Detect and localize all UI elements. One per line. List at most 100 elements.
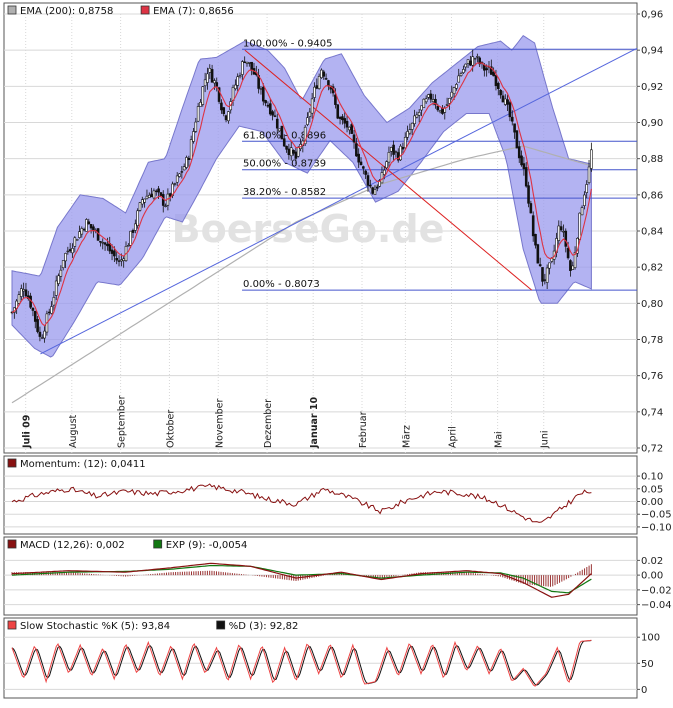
candle-body	[85, 219, 88, 232]
candle-body	[375, 186, 379, 189]
candle-body	[394, 151, 398, 153]
candle-body	[157, 188, 160, 193]
candle-body	[501, 95, 505, 103]
candle-body	[471, 56, 474, 66]
candle-body	[469, 60, 472, 66]
candle-body	[289, 147, 293, 157]
candle-body	[280, 125, 284, 140]
candle-body	[306, 117, 309, 125]
candle-body	[573, 252, 577, 268]
candle-body	[71, 248, 74, 254]
candle-body	[531, 215, 535, 237]
support-trendline	[40, 47, 638, 355]
candle-body	[387, 152, 391, 163]
candle-body	[38, 331, 42, 337]
candle-body	[64, 253, 67, 262]
candle-body	[566, 248, 570, 259]
candle-body	[127, 245, 130, 247]
momentum-line	[11, 483, 592, 523]
candle-body	[248, 62, 251, 64]
candle-body	[26, 295, 30, 299]
candle-body	[308, 111, 312, 117]
candle-body	[159, 192, 163, 196]
candle-body	[87, 221, 91, 225]
candle-body	[348, 126, 351, 131]
month-label: September	[117, 395, 128, 448]
candle-body	[569, 260, 572, 271]
candle-body	[464, 63, 468, 68]
candle-body	[143, 198, 146, 203]
candle-body	[222, 107, 226, 115]
stochastic-legend: Slow Stochastic %K (5): 93,84 %D (3): 92,…	[7, 620, 298, 632]
candle-body	[373, 189, 377, 195]
candle-body	[273, 115, 277, 117]
price-legend-swatch	[7, 5, 17, 15]
fibonacci-label: 38.20% - 0.8582	[243, 187, 326, 198]
candle-body	[543, 279, 547, 281]
macd-tick-label: 0.00	[641, 571, 663, 582]
candle-body	[362, 166, 365, 169]
price-legend-label: EMA (200): 0,8758	[20, 6, 113, 17]
candle-body	[359, 161, 363, 166]
momentum-grid	[4, 475, 637, 528]
candle-body	[499, 89, 502, 96]
price-tick-label: 0,78	[641, 335, 663, 346]
candle-body	[89, 224, 93, 229]
candle-body	[203, 79, 207, 87]
stochastic-tick-label: 0	[641, 685, 647, 696]
candle-body	[122, 258, 125, 261]
candle-body	[545, 267, 549, 283]
candle-body	[534, 233, 537, 246]
candle-body	[196, 106, 200, 122]
candle-body	[264, 100, 267, 104]
candle-body	[496, 82, 500, 89]
macd-legend-label: MACD (12,26): 0,002	[20, 540, 125, 551]
candle-body	[292, 150, 295, 154]
candle-body	[131, 230, 135, 233]
candle-body	[508, 102, 512, 118]
ema7-line	[11, 62, 592, 327]
candle-body	[182, 166, 186, 171]
candle-body	[434, 98, 437, 106]
candle-body	[82, 228, 86, 231]
candle-body	[66, 250, 70, 253]
price-tick-label: 0,88	[641, 154, 663, 165]
candle-body	[59, 269, 63, 277]
candle-body	[450, 91, 454, 98]
candle-body	[585, 184, 589, 193]
price-tick-label: 0,94	[641, 46, 663, 57]
candle-body	[185, 157, 188, 168]
candle-body	[138, 202, 142, 211]
fibonacci-label: 100.00% - 0.9405	[243, 38, 332, 49]
candle-body	[43, 330, 46, 339]
momentum-tick-label: −0.05	[641, 510, 672, 521]
candle-body	[245, 61, 249, 64]
candle-body	[343, 118, 347, 124]
candle-body	[33, 311, 37, 322]
candle-body	[420, 105, 423, 111]
candle-body	[152, 190, 156, 199]
candle-body	[436, 105, 440, 111]
candle-body	[178, 173, 181, 177]
month-label: Februar	[358, 411, 369, 448]
price-tick-label: 0,92	[641, 82, 663, 93]
price-legend-swatch	[140, 5, 150, 15]
candle-body	[571, 265, 575, 270]
candle-body	[494, 75, 498, 87]
candle-body	[338, 117, 342, 119]
candle-body	[459, 73, 463, 76]
candle-body	[206, 73, 209, 83]
candle-body	[57, 275, 60, 284]
candle-body	[548, 262, 551, 269]
candle-body	[559, 226, 563, 231]
candle-body	[527, 185, 530, 204]
candle-body	[134, 223, 137, 231]
candle-body	[22, 289, 25, 292]
candle-body	[61, 260, 65, 269]
momentum-y-axis: 0.100.05 0.00 −0.05−0.10	[637, 472, 672, 533]
candle-body	[350, 124, 354, 134]
macd-tick-label: −0.04	[641, 600, 672, 611]
month-label: April	[448, 426, 459, 448]
candle-body	[282, 138, 286, 147]
